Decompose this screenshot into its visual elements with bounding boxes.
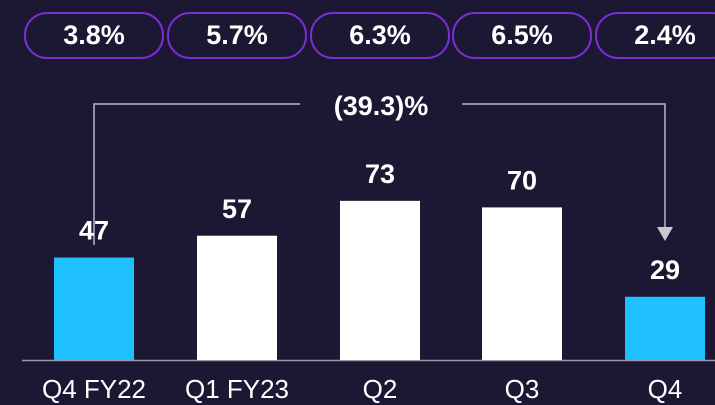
arrow-head bbox=[657, 227, 673, 241]
bar bbox=[482, 207, 562, 360]
change-label: (39.3)% bbox=[334, 91, 429, 121]
value-label: 47 bbox=[79, 216, 109, 246]
value-label: 70 bbox=[507, 166, 537, 196]
bracket-right bbox=[462, 103, 666, 228]
bar bbox=[197, 235, 277, 360]
value-label: 73 bbox=[365, 159, 395, 189]
pill-label: 6.3% bbox=[349, 20, 411, 50]
value-label: 57 bbox=[222, 194, 252, 224]
pill-label: 2.4% bbox=[634, 20, 696, 50]
bar bbox=[340, 200, 420, 360]
pill-label: 5.7% bbox=[206, 20, 268, 50]
x-tick-label: Q4 bbox=[648, 374, 683, 404]
x-tick-label: Q3 bbox=[505, 374, 540, 404]
x-tick-label: Q2 bbox=[363, 374, 398, 404]
x-tick-label: Q4 FY22 bbox=[42, 374, 146, 404]
pill bbox=[167, 12, 307, 59]
pill bbox=[24, 12, 164, 59]
bar bbox=[625, 296, 705, 360]
bar bbox=[54, 257, 134, 360]
bracket-left bbox=[93, 103, 300, 245]
value-label: 29 bbox=[650, 255, 680, 285]
pill bbox=[310, 12, 450, 59]
pill-label: 6.5% bbox=[491, 20, 553, 50]
pill bbox=[595, 12, 715, 59]
pill-label: 3.8% bbox=[63, 20, 125, 50]
x-tick-label: Q1 FY23 bbox=[185, 374, 289, 404]
pill bbox=[452, 12, 592, 59]
